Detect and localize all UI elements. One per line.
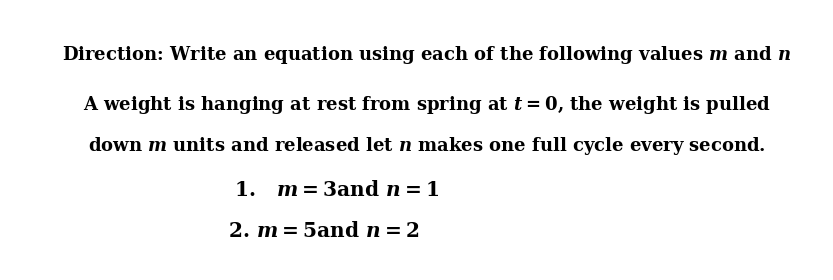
Text: 2. $\mathbf{\mathit{m}}\mathbf{=5}$and $\mathbf{\mathit{n}}\mathbf{=2}$: 2. $\mathbf{\mathit{m}}\mathbf{=5}$and $… [228, 221, 419, 241]
Text: down $\mathbf{\mathit{m}}$ units and released let $\mathbf{\mathit{n}}$ makes on: down $\mathbf{\mathit{m}}$ units and rel… [88, 135, 766, 157]
Text: Direction: Write an equation using each of the following values $\mathbf{\mathit: Direction: Write an equation using each … [62, 44, 791, 66]
Text: A weight is hanging at rest from spring at $\mathbf{\mathit{t}}\mathbf{=0}$, the: A weight is hanging at rest from spring … [83, 94, 771, 116]
Text: 1.   $\mathbf{\mathit{m}}\mathbf{=3}$and $\mathbf{\mathit{n}}\mathbf{=1}$: 1. $\mathbf{\mathit{m}}\mathbf{=3}$and $… [234, 180, 439, 200]
